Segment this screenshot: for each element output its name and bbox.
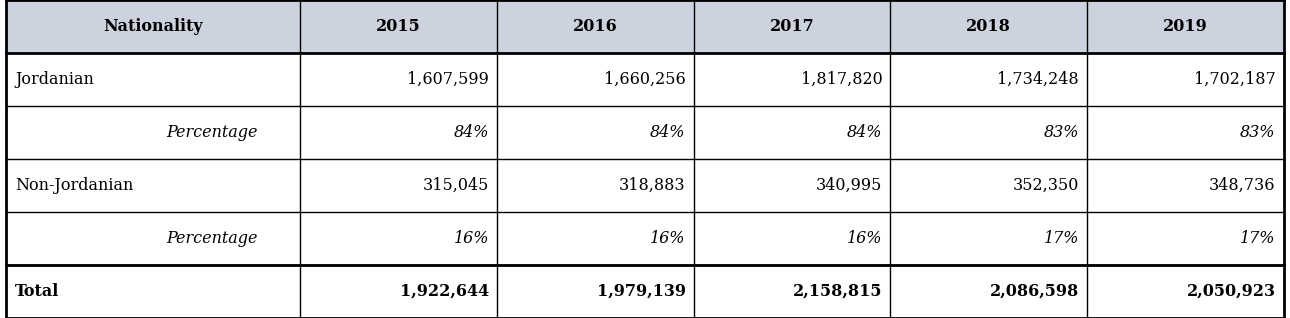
Text: 84%: 84% (650, 124, 686, 141)
Text: 315,045: 315,045 (423, 177, 489, 194)
Text: Jordanian: Jordanian (15, 71, 94, 88)
Text: Nationality: Nationality (103, 18, 203, 35)
Text: 352,350: 352,350 (1013, 177, 1078, 194)
Text: 1,702,187: 1,702,187 (1195, 71, 1276, 88)
Text: 2,086,598: 2,086,598 (989, 283, 1078, 300)
Text: 1,979,139: 1,979,139 (597, 283, 686, 300)
Text: Non-Jordanian: Non-Jordanian (15, 177, 134, 194)
Text: 1,734,248: 1,734,248 (997, 71, 1078, 88)
Text: 1,607,599: 1,607,599 (408, 71, 489, 88)
Text: 84%: 84% (454, 124, 489, 141)
Text: 83%: 83% (1240, 124, 1276, 141)
Text: 17%: 17% (1044, 230, 1078, 247)
Text: 340,995: 340,995 (817, 177, 882, 194)
Text: 2015: 2015 (377, 18, 421, 35)
Text: 1,660,256: 1,660,256 (604, 71, 686, 88)
Text: 1,817,820: 1,817,820 (801, 71, 882, 88)
Text: 1,922,644: 1,922,644 (400, 283, 489, 300)
Text: 2018: 2018 (966, 18, 1011, 35)
Text: 17%: 17% (1240, 230, 1276, 247)
Text: Percentage: Percentage (166, 230, 258, 247)
Text: 83%: 83% (1044, 124, 1078, 141)
Text: 84%: 84% (846, 124, 882, 141)
Text: 16%: 16% (650, 230, 686, 247)
Text: 16%: 16% (846, 230, 882, 247)
Text: 2016: 2016 (573, 18, 618, 35)
Text: 2019: 2019 (1162, 18, 1207, 35)
Text: Total: Total (15, 283, 59, 300)
Text: 2,158,815: 2,158,815 (793, 283, 882, 300)
Text: 318,883: 318,883 (619, 177, 686, 194)
Text: 2,050,923: 2,050,923 (1187, 283, 1276, 300)
Text: 2017: 2017 (770, 18, 814, 35)
Text: 16%: 16% (454, 230, 489, 247)
Text: 348,736: 348,736 (1209, 177, 1276, 194)
Text: Percentage: Percentage (166, 124, 258, 141)
